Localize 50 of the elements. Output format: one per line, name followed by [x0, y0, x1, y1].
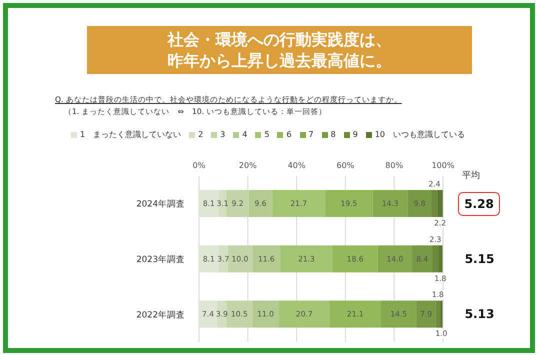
legend-label: 1 まったく意識していない	[80, 129, 182, 140]
bar	[408, 190, 432, 217]
y-tick-label: 2024年調査	[136, 198, 185, 210]
bar	[378, 245, 412, 272]
bar	[272, 190, 326, 217]
y-tick-label: 2022年調査	[136, 309, 185, 320]
legend-label: 9	[352, 130, 358, 139]
legend-label: 4	[242, 130, 248, 139]
x-tick-label: 40%	[288, 161, 306, 170]
bar	[228, 245, 252, 272]
bar	[226, 300, 252, 328]
x-tick-label: 60%	[336, 161, 355, 170]
x-tick-label: 0%	[192, 161, 206, 170]
y-tick-label: 2023年調査	[136, 254, 185, 266]
bar	[325, 190, 373, 217]
legend-label: 8	[330, 130, 336, 139]
bar	[330, 300, 382, 328]
bar	[437, 190, 443, 217]
text: 5.15	[464, 252, 494, 266]
x-tick-label: 20%	[238, 161, 258, 170]
rounded-outline: 5.28	[458, 192, 500, 216]
legend-label: 2	[198, 130, 204, 139]
bar	[332, 245, 378, 272]
bar	[412, 245, 433, 272]
bar	[252, 300, 280, 328]
bar	[440, 300, 443, 328]
legend-label: 10 いつも意識している	[374, 129, 466, 140]
bar	[416, 300, 436, 328]
legend-label: 6	[286, 130, 292, 139]
bar	[248, 190, 272, 217]
bar	[436, 300, 440, 328]
legend-label: 7	[308, 130, 314, 139]
text: 5.13	[464, 307, 494, 322]
bar	[438, 245, 443, 272]
bar	[218, 245, 228, 272]
text: 平均	[462, 170, 480, 182]
bar	[252, 245, 280, 272]
bar	[279, 300, 330, 328]
bar	[432, 190, 438, 217]
legend-label: 3	[220, 130, 226, 139]
x-tick-label: 80%	[385, 161, 404, 170]
bar	[226, 190, 249, 217]
bar	[381, 300, 416, 328]
chart-title: 社会・環境への行動実践度は、昨年から上昇し過去最高値に。	[166, 29, 392, 71]
bar	[372, 190, 408, 217]
legend-label: 5	[264, 130, 270, 139]
x-tick-label: 100%	[432, 161, 455, 170]
bar	[280, 245, 332, 272]
bar	[432, 245, 438, 272]
bar	[218, 190, 226, 217]
